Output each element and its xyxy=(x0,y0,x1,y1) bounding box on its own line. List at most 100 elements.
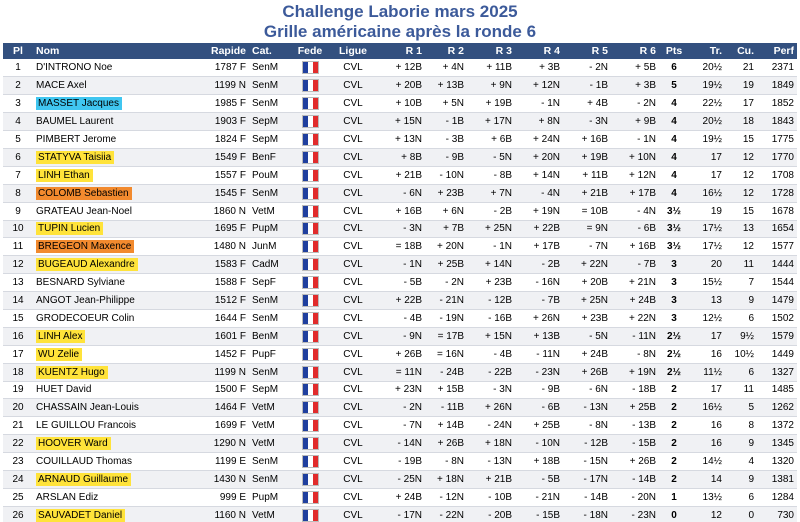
cell-r5: + 25N xyxy=(563,291,611,310)
cell-r1: + 13N xyxy=(377,130,425,149)
cell-r2: - 10N xyxy=(425,166,467,185)
table-row[interactable]: 9 GRATEAU Jean-Noel 1860 N VetM CVL + 16B + 6N… xyxy=(3,202,797,221)
cell-rapide: 1601 F xyxy=(183,327,249,346)
cell-r5: - 6N xyxy=(563,381,611,400)
cell-r3: - 5N xyxy=(467,148,515,167)
cell-pts: 4 xyxy=(659,148,689,167)
cell-r5: - 8N xyxy=(563,416,611,436)
cell-pts: 4 xyxy=(659,184,689,203)
header-r4[interactable]: R 4 xyxy=(515,43,563,59)
cell-cu: 15 xyxy=(725,202,757,221)
table-row[interactable]: 2 MACE Axel 1199 N SenM CVL + 20B + 13B + 9N + 1… xyxy=(3,76,797,96)
cell-perf: 1345 xyxy=(757,434,797,454)
cell-ligue: CVL xyxy=(329,220,377,239)
header-rapide[interactable]: Rapide xyxy=(183,43,249,59)
cell-pts: 2½ xyxy=(659,327,689,346)
french-flag-icon xyxy=(301,472,319,486)
cell-fede xyxy=(291,184,329,203)
header-cu[interactable]: Cu. xyxy=(725,43,757,59)
french-flag-icon xyxy=(301,455,319,469)
cell-perf: 1852 xyxy=(757,94,797,114)
header-r2[interactable]: R 2 xyxy=(425,43,467,59)
player-name: LINH Ethan xyxy=(36,168,93,182)
table-row[interactable]: 17 WU Zelie 1452 F PupF CVL + 26B = 16N - 4B - 1… xyxy=(3,345,797,364)
cell-pl: 5 xyxy=(3,130,33,149)
table-row[interactable]: 24 ARNAUD Guillaume 1430 N SenM CVL - 25N + 18… xyxy=(3,470,797,489)
table-row[interactable]: 8 COLOMB Sebastien 1545 F SenM CVL - 6N + 23B +… xyxy=(3,184,797,203)
header-tr[interactable]: Tr. xyxy=(689,43,725,59)
cell-r1: - 25N xyxy=(377,470,425,489)
cell-r4: - 16N xyxy=(515,273,563,293)
header-nom[interactable]: Nom xyxy=(33,43,183,59)
table-row[interactable]: 6 STATYVA Taisiia 1549 F BenF CVL + 8B - 9B - 5… xyxy=(3,148,797,167)
table-row[interactable]: 3 MASSET Jacques 1985 F SenM CVL + 10B + 5N + 1… xyxy=(3,94,797,114)
header-r1[interactable]: R 1 xyxy=(377,43,425,59)
cell-pl: 14 xyxy=(3,291,33,310)
cell-fede xyxy=(291,470,329,489)
table-row[interactable]: 15 GRODECOEUR Colin 1644 F SenM CVL - 4B - 19N… xyxy=(3,309,797,328)
cell-r4: - 10N xyxy=(515,434,563,454)
header-ligue[interactable]: Ligue xyxy=(329,43,377,59)
cell-r2: + 13B xyxy=(425,76,467,96)
header-pts[interactable]: Pts xyxy=(659,43,689,59)
table-row[interactable]: 18 KUENTZ Hugo 1199 N SenM CVL = 11N - 24B - 22… xyxy=(3,363,797,382)
cell-nom: ARSLAN Ediz xyxy=(33,488,183,507)
table-row[interactable]: 7 LINH Ethan 1557 F PouM CVL + 21B - 10N - 8B + … xyxy=(3,166,797,185)
table-row[interactable]: 10 TUPIN Lucien 1695 F PupM CVL - 3N + 7B + 25N… xyxy=(3,220,797,239)
table-row[interactable]: 5 PIMBERT Jerome 1824 F SepM CVL + 13N - 3B + 6… xyxy=(3,130,797,149)
cell-perf: 1284 xyxy=(757,488,797,507)
table-row[interactable]: 22 HOOVER Ward 1290 N VetM CVL - 14N + 26B + 18… xyxy=(3,434,797,454)
table-header: Pl Nom Rapide Cat. Fede Ligue R 1 R 2 R … xyxy=(3,43,797,59)
table-row[interactable]: 23 COUILLAUD Thomas 1199 E SenM CVL - 19B - 8N… xyxy=(3,452,797,471)
french-flag-icon xyxy=(301,490,319,504)
cell-r5: + 19B xyxy=(563,148,611,167)
cell-perf: 1708 xyxy=(757,166,797,185)
table-row[interactable]: 14 ANGOT Jean-Philippe 1512 F SenM CVL + 22B -… xyxy=(3,291,797,310)
cell-ligue: CVL xyxy=(329,130,377,149)
cell-pts: 3 xyxy=(659,291,689,310)
table-row[interactable]: 26 SAUVADET Daniel 1160 N VetM CVL - 17N - 22N… xyxy=(3,506,797,522)
cell-r4: - 5B xyxy=(515,470,563,489)
table-row[interactable]: 16 LINH Alex 1601 F BenM CVL - 9N = 17B + 15N + … xyxy=(3,327,797,346)
table-row[interactable]: 21 LE GUILLOU Francois 1699 F VetM CVL - 7N + … xyxy=(3,416,797,436)
cell-cat: SenM xyxy=(249,76,291,96)
cell-perf: 1849 xyxy=(757,76,797,96)
cell-cu: 9 xyxy=(725,434,757,454)
table-row[interactable]: 20 CHASSAIN Jean-Louis 1464 F VetM CVL - 2N - … xyxy=(3,398,797,418)
cell-r2: - 24B xyxy=(425,363,467,382)
table-row[interactable]: 11 BREGEON Maxence 1480 N JunM CVL = 18B + 20N… xyxy=(3,237,797,257)
cell-r4: + 19N xyxy=(515,202,563,221)
cell-fede xyxy=(291,416,329,436)
cell-pl: 17 xyxy=(3,345,33,364)
cell-rapide: 1985 F xyxy=(183,94,249,114)
cell-rapide: 1290 N xyxy=(183,434,249,454)
header-pl[interactable]: Pl xyxy=(3,43,33,59)
cell-pts: 2 xyxy=(659,452,689,471)
header-r6[interactable]: R 6 xyxy=(611,43,659,59)
table-row[interactable]: 12 BUGEAUD Alexandre 1583 F CadM CVL - 1N + 25… xyxy=(3,255,797,275)
cell-r2: + 18N xyxy=(425,470,467,489)
header-fede[interactable]: Fede xyxy=(291,43,329,59)
table-row[interactable]: 1 D'INTRONO Noe 1787 F SenM CVL + 12B + 4N + 11… xyxy=(3,59,797,78)
cell-r1: - 9N xyxy=(377,327,425,346)
cell-perf: 1502 xyxy=(757,309,797,328)
header-r3[interactable]: R 3 xyxy=(467,43,515,59)
header-r5[interactable]: R 5 xyxy=(563,43,611,59)
table-row[interactable]: 19 HUET David 1500 F SepM CVL + 23N + 15B - 3N -… xyxy=(3,381,797,400)
cell-pl: 9 xyxy=(3,202,33,221)
table-row[interactable]: 4 BAUMEL Laurent 1903 F SepM CVL + 15N - 1B + 1… xyxy=(3,112,797,132)
header-perf[interactable]: Perf xyxy=(757,43,797,59)
cell-nom: GRATEAU Jean-Noel xyxy=(33,202,183,221)
header-cat[interactable]: Cat. xyxy=(249,43,291,59)
cell-r6: + 24B xyxy=(611,291,659,310)
table-row[interactable]: 25 ARSLAN Ediz 999 E PupM CVL + 24B - 12N - 10B… xyxy=(3,488,797,507)
table-row[interactable]: 13 BESNARD Sylviane 1588 F SepF CVL - 5B - 2N +… xyxy=(3,273,797,293)
cell-r4: + 13B xyxy=(515,327,563,346)
cell-ligue: CVL xyxy=(329,345,377,364)
player-name: BESNARD Sylviane xyxy=(36,277,125,289)
cell-pl: 22 xyxy=(3,434,33,454)
cell-cu: 7 xyxy=(725,273,757,293)
cell-r2: - 19N xyxy=(425,309,467,328)
cell-cu: 13 xyxy=(725,220,757,239)
cell-pl: 23 xyxy=(3,452,33,471)
